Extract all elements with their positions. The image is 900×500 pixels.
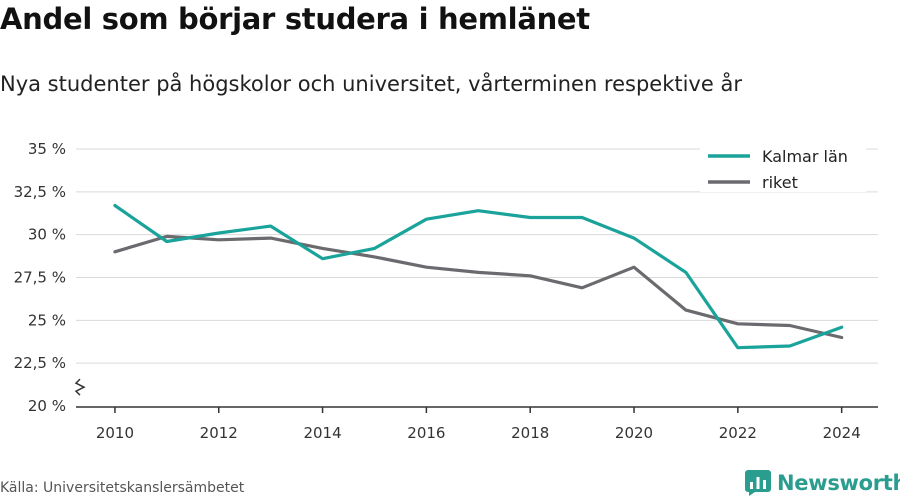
series-lines: [113, 203, 844, 350]
x-tick-label: 2024: [823, 424, 861, 442]
legend-label: riket: [762, 173, 798, 192]
newsworthy-logo-icon: [745, 470, 771, 496]
brand-name: Newsworthy: [777, 471, 900, 495]
x-tick-label: 2022: [719, 424, 757, 442]
legend-label: Kalmar län: [762, 147, 848, 166]
brand-logo: Newsworthy: [745, 470, 900, 496]
line-chart: 20 %22,5 %25 %27,5 %30 %32,5 %35 % 2010 2…: [14, 140, 878, 442]
y-tick-label: 22,5 %: [14, 354, 66, 372]
axis-break-icon: [74, 378, 86, 396]
x-tick-label: 2014: [303, 424, 341, 442]
x-tick-label: 2012: [200, 424, 238, 442]
x-axis: 2010 2012 2014 2016 2018 2020 2022 2024: [76, 406, 878, 442]
y-tick-label: 32,5 %: [14, 183, 66, 201]
x-tick-label: 2018: [511, 424, 549, 442]
y-tick-label: 25 %: [28, 311, 66, 329]
y-tick-label: 30 %: [28, 226, 66, 244]
y-tick-label: 20 %: [28, 397, 66, 415]
legend: Kalmar län riket: [700, 140, 866, 192]
series-line-riket: [113, 234, 844, 340]
y-tick-label: 27,5 %: [14, 269, 66, 287]
source-note: Källa: Universitetskanslersämbetet: [0, 480, 245, 496]
x-tick-label: 2010: [96, 424, 134, 442]
x-tick-label: 2016: [407, 424, 445, 442]
x-tick-label: 2020: [615, 424, 653, 442]
series-line-kalmar-lan: [113, 203, 844, 350]
chart-subtitle: Nya studenter på högskolor och universit…: [0, 72, 742, 96]
chart-title: Andel som börjar studera i hemlänet: [0, 2, 590, 36]
y-axis: 20 % 22,5 % 25 % 27,5 % 30 % 32,5 % 35 %: [14, 140, 86, 415]
y-tick-label: 35 %: [28, 140, 66, 158]
